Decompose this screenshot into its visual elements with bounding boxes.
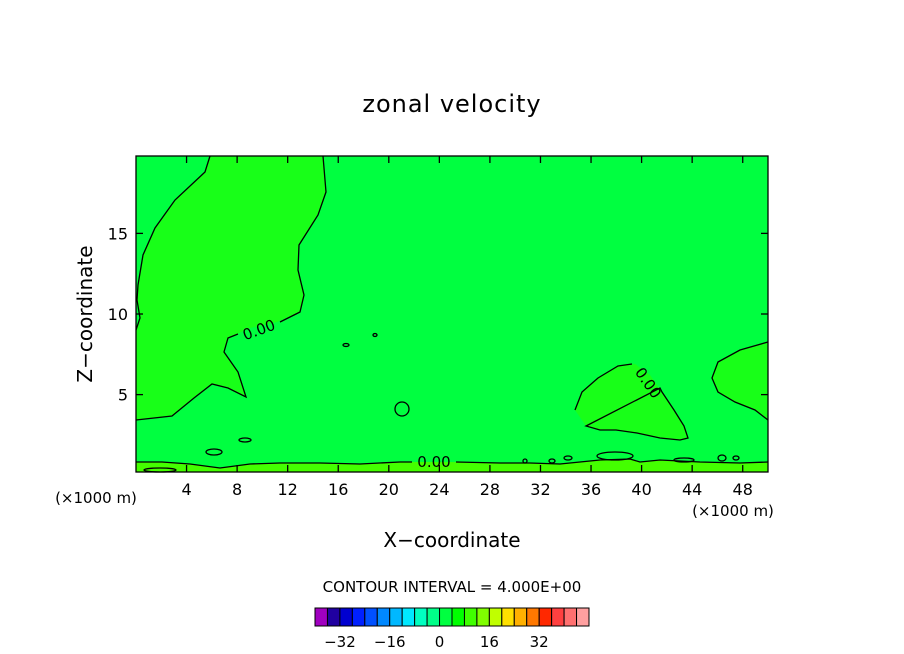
contour-island-11	[732, 455, 740, 461]
contour-island-13	[522, 458, 528, 464]
x-tick-label: 40	[631, 480, 651, 499]
contour-region-right-edge	[712, 342, 768, 420]
contour-island-9	[673, 457, 695, 463]
y-tick-label: 10	[108, 305, 128, 324]
contour-island-2	[342, 342, 350, 348]
contour-island-8	[596, 451, 634, 461]
contour-line-right-edge	[711, 341, 769, 421]
contour-lines	[135, 155, 769, 473]
x-axis-label: X−coordinate	[383, 528, 520, 552]
x-tick-label: 48	[733, 480, 753, 499]
colorbar-swatch	[401, 607, 416, 627]
contour-island-7	[563, 455, 573, 461]
colorbar-swatch	[451, 607, 465, 627]
colorbar-swatch	[576, 607, 590, 627]
contour-island-3	[372, 332, 378, 338]
chart-title: zonal velocity	[362, 90, 541, 118]
colorbar-swatch	[551, 607, 565, 627]
contour-line-main-zero	[135, 155, 327, 421]
colorbar-swatch	[351, 607, 366, 627]
colorbar-swatch	[488, 607, 503, 627]
colorbar-tick-label: 32	[530, 633, 549, 651]
x-tick-label: 28	[480, 480, 500, 499]
contour-line-right-lower	[574, 363, 689, 441]
colorbar-swatch	[364, 607, 378, 627]
x-axis: 4 8 12 16 20 24 28 32 36 40 44 48	[181, 156, 753, 499]
x-unit-right: (×1000 m)	[692, 502, 774, 520]
colorbar-swatch	[414, 607, 428, 627]
colorbar-swatch	[513, 607, 528, 627]
contour-island-4	[205, 448, 223, 456]
colorbar-swatch	[389, 607, 403, 627]
x-tick-label: 36	[581, 480, 601, 499]
colorbar-swatch	[463, 607, 478, 627]
colorbar: −32 −16 0 16 32	[314, 607, 590, 651]
colorbar-swatch	[314, 607, 328, 627]
colorbar-tick-label: 0	[435, 633, 445, 651]
x-tick-label: 16	[328, 480, 348, 499]
x-tick-label: 8	[232, 480, 242, 499]
contour-island-5	[238, 437, 252, 443]
y-axis-label: Z−coordinate	[73, 245, 97, 382]
x-tick-label: 32	[530, 480, 550, 499]
colorbar-swatch	[376, 607, 391, 627]
colorbar-swatch	[476, 607, 490, 627]
colorbar-swatch	[501, 607, 515, 627]
colorbar-swatch	[439, 607, 453, 627]
y-tick-label: 15	[108, 224, 128, 243]
x-tick-label: 24	[429, 480, 449, 499]
y-axis: 5 10 15	[108, 224, 768, 405]
colorbar-swatch	[426, 607, 441, 627]
contour-region-left-upper	[136, 156, 326, 420]
x-tick-label: 20	[379, 480, 399, 499]
colorbar-swatch	[326, 607, 341, 627]
colorbar-tick-label: −32	[324, 633, 356, 651]
colorbar-tick-label: 16	[480, 633, 499, 651]
contour-label-3: 0.00	[417, 453, 450, 471]
x-tick-label: 12	[278, 480, 298, 499]
colorbar-swatch	[339, 607, 353, 627]
contour-island-1	[394, 401, 410, 417]
contour-line-left-zero	[135, 155, 211, 331]
contour-region-bottom-band	[136, 459, 768, 472]
colorbar-swatch	[538, 607, 553, 627]
contour-island-6	[548, 458, 556, 464]
x-tick-label: 4	[181, 480, 191, 499]
colorbar-swatch	[563, 607, 578, 627]
y-tick-label: 5	[118, 386, 128, 405]
plot-area: 0.00 0.00 0.00	[135, 155, 769, 473]
contour-island-10	[717, 454, 727, 462]
colorbar-swatch	[526, 607, 540, 627]
x-unit-left: (×1000 m)	[55, 489, 137, 507]
contour-interval-text: CONTOUR INTERVAL = 4.000E+00	[323, 578, 582, 596]
contour-line-bottom	[136, 458, 769, 469]
colorbar-tick-label: −16	[374, 633, 406, 651]
x-tick-label: 44	[682, 480, 702, 499]
